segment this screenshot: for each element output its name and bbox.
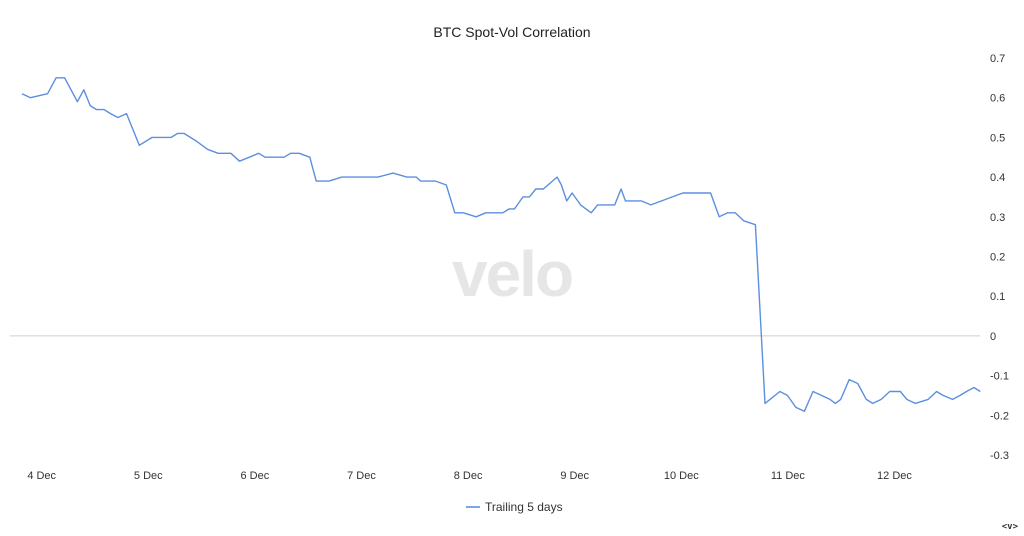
- y-tick-label: -0.1: [990, 371, 1009, 383]
- y-tick-label: 0.3: [990, 212, 1005, 224]
- x-tick-label: 8 Dec: [454, 470, 483, 482]
- y-tick-label: 0.6: [990, 93, 1005, 105]
- chart-title: BTC Spot-Vol Correlation: [433, 24, 590, 40]
- y-tick-label: 0.5: [990, 132, 1005, 144]
- x-tick-label: 12 Dec: [877, 470, 912, 482]
- x-tick-label: 10 Dec: [664, 470, 699, 482]
- y-tick-label: -0.3: [990, 450, 1009, 462]
- x-tick-label: 7 Dec: [347, 470, 376, 482]
- x-tick-label: 4 Dec: [27, 470, 56, 482]
- legend-label-trailing-5-days[interactable]: Trailing 5 days: [485, 500, 563, 514]
- y-tick-label: 0: [990, 331, 996, 343]
- y-tick-label: 0.7: [990, 53, 1005, 65]
- x-tick-label: 5 Dec: [134, 470, 163, 482]
- watermark-logo: velo: [452, 238, 572, 310]
- series-line-trailing-5-days: [21, 77, 981, 412]
- corner-code-icon[interactable]: <v>: [1001, 522, 1018, 532]
- y-tick-label: -0.2: [990, 410, 1009, 422]
- x-tick-label: 11 Dec: [771, 470, 806, 482]
- y-tick-label: 0.1: [990, 291, 1005, 303]
- x-tick-label: 6 Dec: [241, 470, 270, 482]
- y-tick-label: 0.4: [990, 172, 1005, 184]
- y-axis: 0.7 0.6 0.5 0.4 0.3 0.2 0.1 0 -0.1 -0.2 -0.3: [990, 53, 1009, 462]
- y-tick-label: 0.2: [990, 252, 1005, 264]
- legend[interactable]: Trailing 5 days: [466, 500, 563, 514]
- x-axis: 4 Dec 5 Dec 6 Dec 7 Dec 8 Dec 9 Dec 10 Dec 11 D…: [27, 470, 912, 482]
- x-tick-label: 9 Dec: [560, 470, 589, 482]
